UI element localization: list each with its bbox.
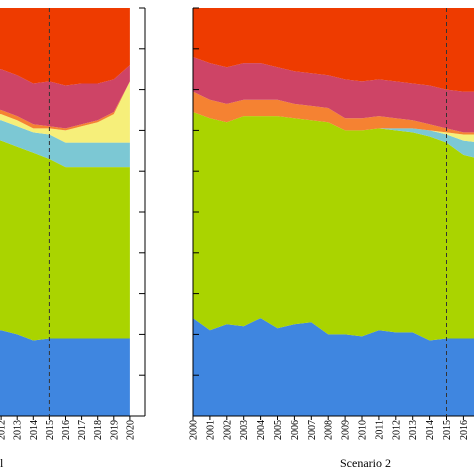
panel-left-x-tick-label: 2016 — [61, 420, 72, 440]
panel-right-area-series-2 — [193, 112, 474, 341]
panel-right-x-tick-label: 2012 — [391, 420, 402, 440]
panel-right-area-layers — [193, 8, 474, 416]
panel-left-x-tick-label: 2015 — [45, 420, 56, 440]
panel-right-x-tick-label: 2003 — [239, 420, 250, 440]
panel-right-x-tick-label: 2004 — [256, 420, 267, 440]
panel-right-area-series-7 — [193, 8, 474, 92]
panel-left-area-layers — [0, 8, 130, 416]
panel-right-x-tick-label: 2006 — [290, 420, 301, 440]
panel-right-x-tick-label: 2005 — [273, 420, 284, 440]
panel-right-area-series-1 — [193, 318, 474, 416]
panel-left-area-series-4 — [0, 81, 130, 143]
panel-right-x-tick-labels: 2000 2001 2002 2003 2004 2005 2006 2007 2008 2009… — [189, 420, 470, 440]
panel-left-x-tick-label: 2017 — [77, 420, 88, 440]
panel-right-area-series-5 — [193, 91, 474, 135]
panel-left-caption: l — [0, 456, 4, 470]
panel-left-area-series-3 — [0, 120, 130, 168]
panel-left-x-tick-label: 2013 — [13, 420, 24, 440]
panel-right-x-tick-label: 2015 — [442, 420, 453, 440]
panel-left-x-tick-labels: 2012 2013 2014 2015 2016 2017 2018 2019 2020 — [0, 420, 136, 440]
panel-right-tick-marks — [192, 7, 464, 420]
panel-left-tick-marks — [0, 7, 145, 420]
panel-left-x-tick-label: 2020 — [125, 420, 136, 440]
panel-right-x-tick-label: 2001 — [205, 420, 216, 440]
panel-right-x-tick-label: 2016 — [459, 420, 470, 440]
panel-right-x-tick-label: 2011 — [374, 420, 385, 440]
panel-left-area-series-1 — [0, 330, 130, 416]
panel-right-x-tick-label: 2013 — [408, 420, 419, 440]
panel-right: 2000 2001 2002 2003 2004 2005 2006 2007 2008 2009… — [189, 7, 474, 470]
panel-right-x-tick-label: 2010 — [358, 420, 369, 440]
panel-right-area-series-6 — [193, 57, 474, 133]
panel-left-x-tick-label: 2014 — [29, 420, 40, 440]
panel-left-x-tick-label: 2018 — [93, 420, 104, 440]
panel-left-x-tick-label: 2019 — [109, 420, 120, 440]
panel-right-x-tick-label: 2007 — [307, 420, 318, 440]
panel-left-area-series-7 — [0, 8, 130, 86]
panel-right-x-tick-label: 2014 — [425, 420, 436, 440]
panel-right-caption: Scenario 2 — [340, 456, 391, 470]
panel-right-x-tick-label: 2008 — [324, 420, 335, 440]
panel-right-x-tick-label: 2000 — [189, 420, 200, 440]
panel-right-x-tick-label: 2009 — [341, 420, 352, 440]
panel-left: 2012 2013 2014 2015 2016 2017 2018 2019 2020 l — [0, 7, 146, 470]
panel-left-area-series-2 — [0, 140, 130, 341]
panel-right-x-tick-label: 2002 — [222, 420, 233, 440]
panel-left-area-series-6 — [0, 65, 130, 129]
panel-left-x-tick-label: 2012 — [0, 420, 8, 440]
